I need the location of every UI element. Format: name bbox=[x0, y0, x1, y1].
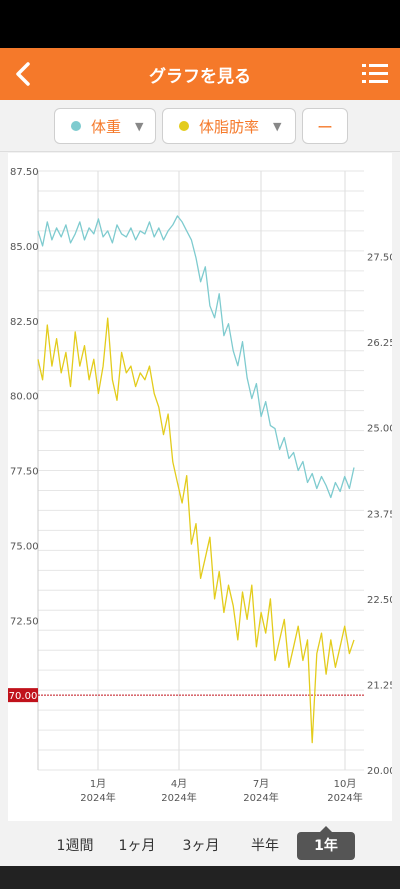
right-tick-label: 20.00 bbox=[367, 766, 392, 777]
weight-series-line bbox=[37, 215, 355, 499]
x-tick-month: 1月 bbox=[90, 778, 106, 790]
x-tick-year: 2024年 bbox=[161, 791, 196, 804]
right-tick-label: 22.50 bbox=[367, 595, 392, 606]
dropdown-triangle-icon: ▼ bbox=[273, 119, 282, 133]
x-tick-month: 4月 bbox=[171, 778, 187, 790]
body-fat-label: 体脂肪率 bbox=[199, 117, 260, 136]
period-tab-4[interactable]: 1年 bbox=[297, 826, 355, 860]
left-tick-label: 80.00 bbox=[10, 392, 39, 403]
left-tick-label: 75.00 bbox=[10, 541, 39, 552]
weight-label: 体重 bbox=[91, 117, 122, 136]
body-fat-series-line bbox=[37, 317, 355, 744]
body-fat-series-select[interactable]: 体脂肪率 ▼ bbox=[162, 108, 296, 144]
extra-series-select[interactable]: ー bbox=[302, 108, 348, 144]
right-tick-label: 25.00 bbox=[367, 424, 392, 435]
x-tick-year: 2024年 bbox=[327, 791, 362, 804]
list-menu-icon[interactable] bbox=[362, 62, 388, 86]
dropdown-triangle-icon: ▼ bbox=[135, 119, 144, 133]
series-filter-bar: 体重 ▼ 体脂肪率 ▼ ー bbox=[0, 100, 400, 152]
right-tick-label: 27.50 bbox=[367, 253, 392, 264]
right-tick-label: 26.25 bbox=[367, 338, 392, 349]
left-tick-label: 72.50 bbox=[10, 616, 39, 627]
period-tab-1[interactable]: 1ヶ月 bbox=[118, 838, 156, 854]
app-header: グラフを見る bbox=[0, 48, 400, 100]
chevron-left-icon[interactable] bbox=[10, 60, 38, 88]
left-tick-label: 77.50 bbox=[10, 467, 39, 478]
page-title: グラフを見る bbox=[149, 67, 251, 87]
target-label-bg bbox=[8, 688, 38, 703]
weight-bodyfat-chart: 87.50 85.00 82.50 80.00 77.50 75.00 72.50 27.50… bbox=[8, 167, 392, 804]
body-fat-color-dot bbox=[179, 121, 189, 131]
x-tick-month: 7月 bbox=[253, 778, 269, 790]
left-tick-label: 87.50 bbox=[10, 167, 39, 178]
weight-series-select[interactable]: 体重 ▼ bbox=[54, 108, 156, 144]
navigation-bar bbox=[0, 866, 400, 889]
left-tick-label: 82.50 bbox=[10, 317, 39, 328]
period-tab-3[interactable]: 半年 bbox=[251, 838, 279, 854]
period-tabs: 1週間 1ヶ月 3ヶ月 半年 1年 bbox=[0, 824, 400, 866]
period-tab-2[interactable]: 3ヶ月 bbox=[182, 838, 220, 854]
target-label: 70.00 bbox=[9, 691, 38, 702]
left-tick-label: 85.00 bbox=[10, 242, 39, 253]
x-tick-month: 10月 bbox=[334, 778, 357, 790]
weight-color-dot bbox=[71, 121, 81, 131]
status-bar bbox=[0, 0, 400, 48]
period-tab-0[interactable]: 1週間 bbox=[56, 838, 94, 854]
chart-card: 87.50 85.00 82.50 80.00 77.50 75.00 72.50 27.50… bbox=[8, 153, 392, 821]
right-tick-label: 21.25 bbox=[367, 680, 392, 691]
right-tick-label: 23.75 bbox=[367, 509, 392, 520]
x-tick-year: 2024年 bbox=[80, 791, 115, 804]
x-tick-year: 2024年 bbox=[243, 791, 278, 804]
